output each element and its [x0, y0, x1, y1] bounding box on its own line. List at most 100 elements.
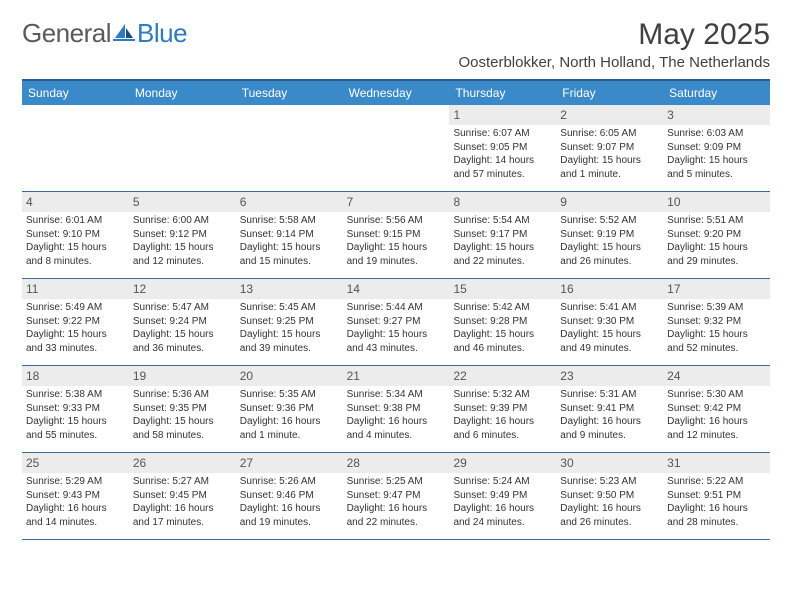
sunset-text: Sunset: 9:42 PM: [665, 402, 768, 416]
day-number: 10: [663, 192, 770, 212]
sunrise-text: Sunrise: 5:35 AM: [238, 388, 341, 402]
daylight1-text: Daylight: 16 hours: [345, 415, 448, 429]
sunrise-text: Sunrise: 5:32 AM: [451, 388, 554, 402]
day-number: 13: [236, 279, 343, 299]
sunset-text: Sunset: 9:43 PM: [24, 489, 127, 503]
sunrise-text: Sunrise: 6:07 AM: [451, 127, 554, 141]
sunrise-text: Sunrise: 6:01 AM: [24, 214, 127, 228]
daylight1-text: Daylight: 15 hours: [665, 241, 768, 255]
daylight1-text: Daylight: 15 hours: [345, 328, 448, 342]
sunrise-text: Sunrise: 5:39 AM: [665, 301, 768, 315]
daylight1-text: Daylight: 14 hours: [451, 154, 554, 168]
day-cell: 4Sunrise: 6:01 AMSunset: 9:10 PMDaylight…: [22, 192, 129, 278]
day-cell: 24Sunrise: 5:30 AMSunset: 9:42 PMDayligh…: [663, 366, 770, 452]
sunset-text: Sunset: 9:30 PM: [558, 315, 661, 329]
daylight2-text: and 1 minute.: [558, 168, 661, 182]
daylight1-text: Daylight: 15 hours: [131, 328, 234, 342]
sunset-text: Sunset: 9:07 PM: [558, 141, 661, 155]
sunset-text: Sunset: 9:17 PM: [451, 228, 554, 242]
sunrise-text: Sunrise: 5:56 AM: [345, 214, 448, 228]
day-cell: 8 Sunrise: 5:54 AMSunset: 9:17 PMDaylight…: [449, 192, 556, 278]
daylight1-text: Daylight: 15 hours: [558, 241, 661, 255]
day-number: 14: [343, 279, 450, 299]
logo: General Blue: [22, 18, 187, 49]
sunrise-text: Sunrise: 5:45 AM: [238, 301, 341, 315]
weekday-header: Tuesday: [236, 81, 343, 105]
daylight2-text: and 6 minutes.: [451, 429, 554, 443]
daylight2-text: and 14 minutes.: [24, 516, 127, 530]
day-number: 17: [663, 279, 770, 299]
day-cell: 9Sunrise: 5:52 AMSunset: 9:19 PMDaylight…: [556, 192, 663, 278]
day-cell: 11Sunrise: 5:49 AMSunset: 9:22 PMDayligh…: [22, 279, 129, 365]
sunset-text: Sunset: 9:32 PM: [665, 315, 768, 329]
day-cell: 26Sunrise: 5:27 AMSunset: 9:45 PMDayligh…: [129, 453, 236, 539]
day-number: 11: [22, 279, 129, 299]
day-cell: 23Sunrise: 5:31 AMSunset: 9:41 PMDayligh…: [556, 366, 663, 452]
sunset-text: Sunset: 9:39 PM: [451, 402, 554, 416]
sunset-text: Sunset: 9:19 PM: [558, 228, 661, 242]
daylight2-text: and 26 minutes.: [558, 255, 661, 269]
sunrise-text: Sunrise: 5:26 AM: [238, 475, 341, 489]
daylight1-text: Daylight: 16 hours: [558, 502, 661, 516]
day-number: 8: [449, 192, 556, 212]
daylight2-text: and 22 minutes.: [451, 255, 554, 269]
calendar-grid: Sunday Monday Tuesday Wednesday Thursday…: [22, 79, 770, 540]
day-number: 26: [129, 453, 236, 473]
sunrise-text: Sunrise: 6:05 AM: [558, 127, 661, 141]
day-cell: 17 Sunrise: 5:39 AMSunset: 9:32 PMDayligh…: [663, 279, 770, 365]
sunrise-text: Sunrise: 5:24 AM: [451, 475, 554, 489]
sunrise-text: Sunrise: 5:31 AM: [558, 388, 661, 402]
sunset-text: Sunset: 9:22 PM: [24, 315, 127, 329]
week-row: 25Sunrise: 5:29 AMSunset: 9:43 PMDayligh…: [22, 453, 770, 540]
daylight2-text: and 5 minutes.: [665, 168, 768, 182]
day-cell: 31Sunrise: 5:22 AMSunset: 9:51 PMDayligh…: [663, 453, 770, 539]
sunset-text: Sunset: 9:47 PM: [345, 489, 448, 503]
weekday-header: Friday: [556, 81, 663, 105]
weekday-header: Thursday: [449, 81, 556, 105]
day-cell: [129, 105, 236, 191]
sunset-text: Sunset: 9:10 PM: [24, 228, 127, 242]
daylight2-text: and 15 minutes.: [238, 255, 341, 269]
day-number: 2: [556, 105, 663, 125]
sunset-text: Sunset: 9:05 PM: [451, 141, 554, 155]
sunset-text: Sunset: 9:35 PM: [131, 402, 234, 416]
day-number: 22: [449, 366, 556, 386]
location-subtitle: Oosterblokker, North Holland, The Nether…: [458, 54, 770, 71]
calendar-page: General Blue May 2025 Oosterblokker, Nor…: [0, 0, 792, 550]
day-cell: 16Sunrise: 5:41 AMSunset: 9:30 PMDayligh…: [556, 279, 663, 365]
daylight1-text: Daylight: 15 hours: [131, 415, 234, 429]
sunrise-text: Sunrise: 6:00 AM: [131, 214, 234, 228]
page-header: General Blue May 2025 Oosterblokker, Nor…: [22, 18, 770, 71]
sail-icon: [113, 18, 135, 49]
day-cell: 20Sunrise: 5:35 AMSunset: 9:36 PMDayligh…: [236, 366, 343, 452]
sunset-text: Sunset: 9:36 PM: [238, 402, 341, 416]
daylight1-text: Daylight: 15 hours: [131, 241, 234, 255]
daylight2-text: and 8 minutes.: [24, 255, 127, 269]
day-cell: 21Sunrise: 5:34 AMSunset: 9:38 PMDayligh…: [343, 366, 450, 452]
daylight1-text: Daylight: 15 hours: [665, 328, 768, 342]
daylight2-text: and 49 minutes.: [558, 342, 661, 356]
sunset-text: Sunset: 9:27 PM: [345, 315, 448, 329]
daylight2-text: and 22 minutes.: [345, 516, 448, 530]
day-number: 28: [343, 453, 450, 473]
sunset-text: Sunset: 9:24 PM: [131, 315, 234, 329]
daylight2-text: and 55 minutes.: [24, 429, 127, 443]
day-number: 15: [449, 279, 556, 299]
sunrise-text: Sunrise: 5:51 AM: [665, 214, 768, 228]
sunrise-text: Sunrise: 5:54 AM: [451, 214, 554, 228]
sunset-text: Sunset: 9:46 PM: [238, 489, 341, 503]
daylight1-text: Daylight: 15 hours: [451, 241, 554, 255]
day-number: 24: [663, 366, 770, 386]
month-title: May 2025: [458, 18, 770, 52]
sunrise-text: Sunrise: 5:49 AM: [24, 301, 127, 315]
day-number: 7: [343, 192, 450, 212]
daylight1-text: Daylight: 15 hours: [558, 328, 661, 342]
daylight2-text: and 43 minutes.: [345, 342, 448, 356]
daylight2-text: and 1 minute.: [238, 429, 341, 443]
daylight2-text: and 12 minutes.: [665, 429, 768, 443]
weekday-header-row: Sunday Monday Tuesday Wednesday Thursday…: [22, 79, 770, 105]
week-row: 18Sunrise: 5:38 AMSunset: 9:33 PMDayligh…: [22, 366, 770, 453]
day-number: 23: [556, 366, 663, 386]
daylight1-text: Daylight: 16 hours: [665, 415, 768, 429]
daylight1-text: Daylight: 15 hours: [665, 154, 768, 168]
